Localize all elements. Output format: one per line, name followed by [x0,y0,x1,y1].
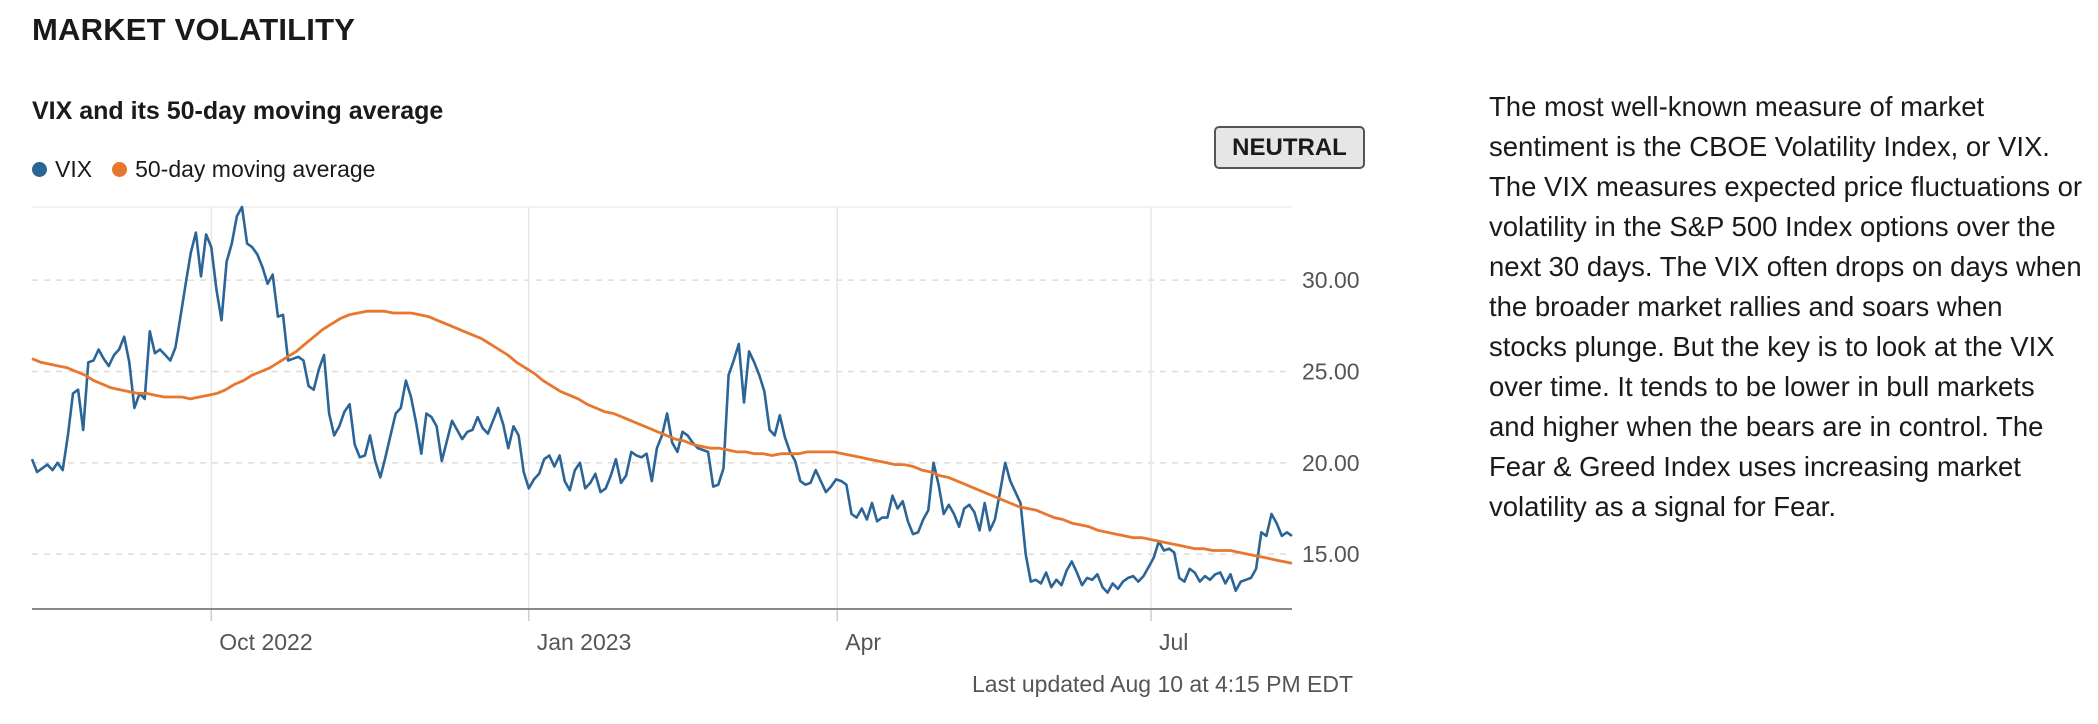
section-title: MARKET VOLATILITY [32,12,356,47]
x-tick-label: Jul [1159,629,1188,655]
x-tick-label: Jan 2023 [537,629,632,655]
x-tick-label: Apr [845,629,881,655]
legend-label-moving-average: 50-day moving average [135,156,376,182]
legend-dot-moving-average [112,162,128,177]
vix-chart: 15.00 20.00 25.00 30.00 Oct 2022 Jan 2023 Apr J… [30,205,1360,655]
y-tick-label: 25.00 [1302,358,1360,384]
last-updated-text: Last updated Aug 10 at 4:15 PM EDT [972,671,1354,697]
chart-grid [32,206,1292,609]
sentiment-badge: NEUTRAL [1214,126,1365,169]
chart-legend: VIX 50-day moving average [32,156,395,183]
legend-item-moving-average[interactable]: 50-day moving average [112,156,375,183]
y-tick-label: 15.00 [1302,541,1360,567]
chart-axes [32,608,1292,621]
vix-series-line [30,205,1293,594]
moving-average-series-line [31,309,1293,565]
legend-dot-vix [32,162,47,177]
y-tick-label: 30.00 [1302,267,1360,293]
volatility-description: The most well-known measure of market se… [1489,91,2083,522]
legend-label-vix: VIX [55,156,93,182]
x-tick-label: Oct 2022 [219,629,312,655]
chart-title: VIX and its 50-day moving average [32,97,444,125]
chart-series [30,205,1293,594]
y-tick-label: 20.00 [1302,450,1360,476]
chart-tick-labels: 15.00 20.00 25.00 30.00 Oct 2022 Jan 2023 Apr J… [219,267,1359,655]
legend-item-vix[interactable]: VIX [32,156,92,183]
